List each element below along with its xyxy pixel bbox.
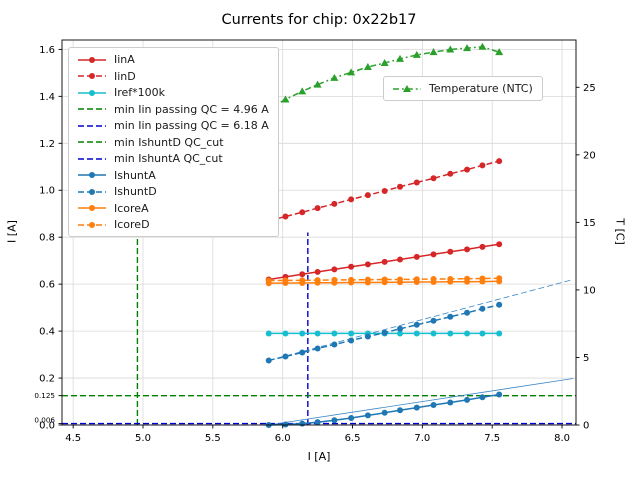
- svg-text:1.4: 1.4: [39, 92, 55, 103]
- temperature-legend-label: Temperature (NTC): [429, 82, 533, 95]
- legend-entry-label: min Iin passing QC = 4.96 A: [114, 102, 269, 116]
- temperature-legend: Temperature (NTC): [383, 76, 543, 101]
- legend-entry-label: Iref*100k: [114, 86, 166, 99]
- svg-text:6.5: 6.5: [345, 433, 361, 444]
- y-axis-label-left: I [A]: [5, 220, 19, 243]
- legend-entry-label: IshuntA: [114, 168, 156, 182]
- legend-entry-label: IinA: [114, 53, 135, 66]
- legend-entry-label: IcoreD: [114, 218, 150, 231]
- chart-title: Currents for chip: 0x22b17: [221, 12, 417, 28]
- svg-text:5: 5: [583, 353, 589, 364]
- svg-text:0: 0: [583, 421, 589, 432]
- legend-entry-label: IshuntD: [114, 185, 157, 198]
- legend-entry: min Iin passing QC = 6.18 A: [76, 119, 269, 132]
- y-axis-label-right: T [C]: [613, 218, 627, 245]
- svg-text:0.0: 0.0: [39, 421, 55, 432]
- legend-entry: IcoreD: [76, 218, 269, 231]
- legend-entry: IinA: [76, 53, 269, 66]
- svg-text:1.6: 1.6: [39, 45, 55, 56]
- legend-entry: min Iin passing QC = 4.96 A: [76, 103, 269, 116]
- svg-text:25: 25: [583, 83, 596, 94]
- x-axis-label: I [A]: [307, 450, 331, 463]
- legend-entry: IinD: [76, 70, 269, 83]
- svg-text:1.2: 1.2: [39, 139, 55, 150]
- svg-text:7.5: 7.5: [484, 433, 500, 444]
- svg-text:0.125: 0.125: [34, 391, 55, 400]
- legend-entry: IshuntD: [76, 185, 269, 198]
- svg-text:6.0: 6.0: [275, 433, 291, 444]
- svg-text:20: 20: [583, 150, 596, 161]
- legend-entry: Iref*100k: [76, 86, 269, 99]
- svg-text:5.5: 5.5: [205, 433, 221, 444]
- svg-text:0.6: 0.6: [39, 280, 55, 291]
- legend-entry-label: min IshuntD QC_cut: [114, 135, 224, 149]
- legend-entry-label: min IshuntA QC_cut: [114, 152, 223, 165]
- svg-text:4.5: 4.5: [65, 433, 81, 444]
- svg-text:0.006: 0.006: [34, 416, 55, 425]
- legend-entry-label: min Iin passing QC = 6.18 A: [114, 119, 269, 132]
- legend-entry: min IshuntD QC_cut: [76, 136, 269, 149]
- svg-text:7.0: 7.0: [414, 433, 430, 444]
- legend-entry-label: IcoreA: [114, 201, 149, 215]
- legend-entry-label: IinD: [114, 69, 136, 83]
- svg-text:1.0: 1.0: [39, 186, 55, 197]
- svg-text:5.0: 5.0: [135, 433, 151, 444]
- legend-entry: IcoreA: [76, 202, 269, 215]
- temperature-legend-entry: Temperature (NTC): [391, 82, 533, 95]
- svg-text:0.4: 0.4: [39, 327, 55, 338]
- legend-entry: IshuntA: [76, 169, 269, 182]
- svg-text:8.0: 8.0: [554, 433, 570, 444]
- svg-text:10: 10: [583, 285, 596, 296]
- legend-entry: min IshuntA QC_cut: [76, 152, 269, 165]
- svg-text:15: 15: [583, 218, 596, 229]
- svg-text:0.8: 0.8: [39, 233, 55, 244]
- legend: IinA IinD Iref*100k min Iin passing QC = 4.…: [68, 47, 279, 237]
- svg-text:0.2: 0.2: [39, 374, 55, 385]
